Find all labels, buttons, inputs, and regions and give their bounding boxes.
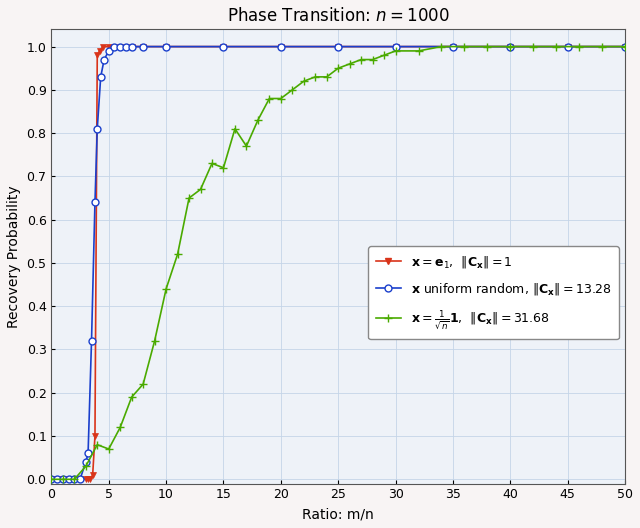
X-axis label: Ratio: m/n: Ratio: m/n [302, 507, 374, 521]
Title: Phase Transition: $n = 1000$: Phase Transition: $n = 1000$ [227, 7, 449, 25]
Legend: $\mathbf{x} = \mathbf{e}_1$,  $\|\mathbf{C_x}\| = 1$, $\mathbf{x}$ uniform rando: $\mathbf{x} = \mathbf{e}_1$, $\|\mathbf{… [368, 246, 619, 340]
Y-axis label: Recovery Probability: Recovery Probability [7, 185, 21, 328]
